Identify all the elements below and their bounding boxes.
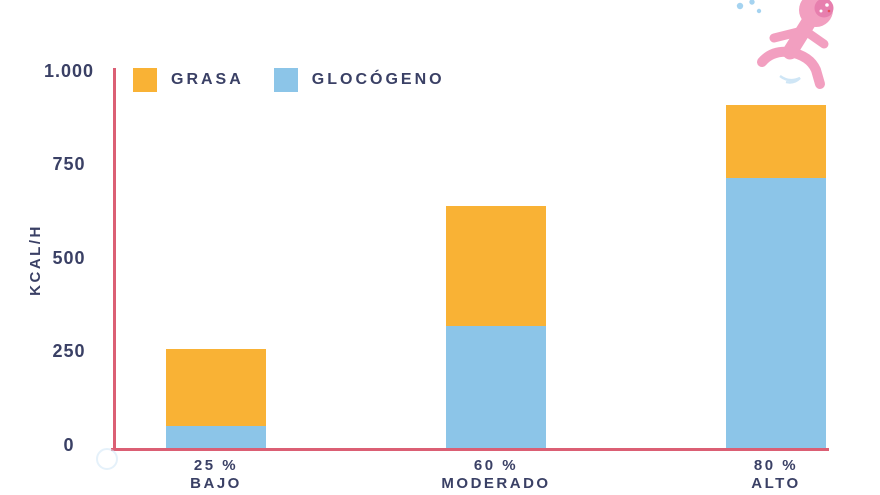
bar-segment-glucogeno: [446, 326, 546, 448]
bar-segment-glucogeno: [166, 425, 266, 448]
glucogeno-swatch-icon: [273, 68, 298, 92]
legend-item-glucogeno: GLOCÓGENO: [273, 68, 445, 92]
droplet-icon: [736, 2, 744, 10]
pink-runner-illustration: [736, 0, 834, 89]
droplet-icon: [749, 0, 755, 5]
legend-item-grasa: GRASA: [133, 68, 244, 92]
x-label-alto: 80 % ALTO: [676, 457, 876, 493]
x-label-name: ALTO: [751, 475, 801, 492]
x-label-moderado: 60 % MODERADO: [396, 457, 596, 493]
bar-segment-glucogeno: [726, 178, 826, 448]
corner-doodle-icon: [96, 448, 118, 470]
x-label-intensity: 60 %: [473, 457, 519, 474]
y-tick-250: 250: [52, 341, 86, 361]
bar-segment-grasa: [726, 104, 826, 178]
droplet-icon: [756, 8, 762, 14]
y-tick-1000: 1.000: [43, 61, 95, 81]
y-axis-line: [113, 68, 116, 451]
legend-label-grasa: GRASA: [171, 71, 244, 88]
y-tick-500: 500: [52, 248, 86, 268]
bar-group-bajo: [166, 348, 266, 448]
x-label-intensity: 25 %: [193, 457, 239, 474]
y-tick-750: 750: [52, 154, 86, 174]
runner-body: [757, 0, 834, 89]
x-axis-line: [111, 448, 829, 451]
bar-segment-grasa: [446, 206, 546, 327]
x-label-intensity: 80 %: [753, 457, 799, 474]
bar-group-alto: [726, 104, 826, 448]
x-label-bajo: 25 % BAJO: [116, 457, 316, 493]
bar-group-moderado: [446, 206, 546, 448]
y-tick-0: 0: [63, 435, 75, 455]
x-label-name: BAJO: [190, 475, 242, 492]
x-label-name: MODERADO: [441, 475, 551, 492]
grasa-swatch-icon: [133, 68, 157, 92]
bar-segment-grasa: [166, 348, 266, 426]
legend-label-glucogeno: GLOCÓGENO: [311, 71, 445, 88]
legend: GRASA GLOCÓGENO: [133, 68, 445, 92]
motion-swirl-icon: [779, 75, 801, 84]
